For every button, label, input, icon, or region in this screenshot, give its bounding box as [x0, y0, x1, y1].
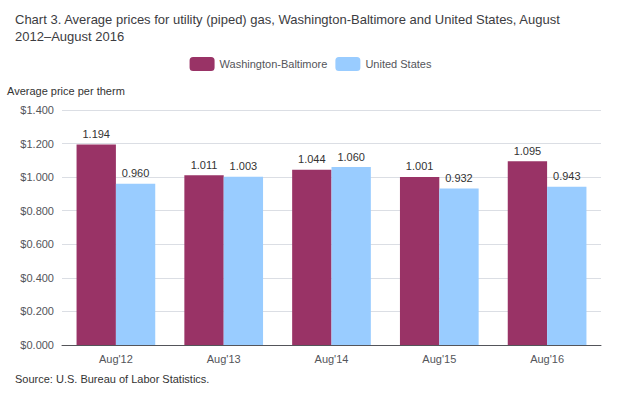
svg-text:1.194: 1.194 — [82, 128, 110, 140]
svg-text:$0.400: $0.400 — [20, 272, 54, 284]
svg-text:Average price per therm: Average price per therm — [7, 85, 125, 97]
svg-text:1.003: 1.003 — [230, 160, 258, 172]
svg-text:0.960: 0.960 — [122, 167, 150, 179]
svg-text:0.943: 0.943 — [553, 170, 581, 182]
svg-text:2012–August 2016: 2012–August 2016 — [15, 29, 124, 44]
svg-text:Source: U.S. Bureau of Labor S: Source: U.S. Bureau of Labor Statistics. — [15, 373, 209, 385]
svg-text:United States: United States — [365, 58, 432, 70]
svg-text:Aug'13: Aug'13 — [207, 353, 241, 365]
svg-text:$0.200: $0.200 — [20, 305, 54, 317]
svg-text:Aug'14: Aug'14 — [315, 353, 349, 365]
svg-text:$0.800: $0.800 — [20, 205, 54, 217]
svg-text:1.095: 1.095 — [514, 145, 542, 157]
svg-text:1.001: 1.001 — [406, 160, 434, 172]
svg-text:Chart 3. Average prices for ut: Chart 3. Average prices for utility (pip… — [15, 12, 563, 27]
svg-text:Aug'12: Aug'12 — [99, 353, 133, 365]
svg-text:1.044: 1.044 — [298, 153, 326, 165]
svg-text:$0.000: $0.000 — [20, 339, 54, 351]
svg-text:0.932: 0.932 — [445, 172, 473, 184]
svg-text:$1.000: $1.000 — [20, 171, 54, 183]
svg-text:Washington-Baltimore: Washington-Baltimore — [220, 58, 328, 70]
svg-text:1.011: 1.011 — [191, 159, 218, 171]
svg-text:$1.400: $1.400 — [20, 104, 54, 116]
svg-text:$0.600: $0.600 — [20, 238, 54, 250]
svg-text:Aug'16: Aug'16 — [530, 353, 564, 365]
svg-text:$1.200: $1.200 — [20, 138, 54, 150]
svg-text:1.060: 1.060 — [337, 151, 365, 163]
svg-text:Aug'15: Aug'15 — [422, 353, 456, 365]
